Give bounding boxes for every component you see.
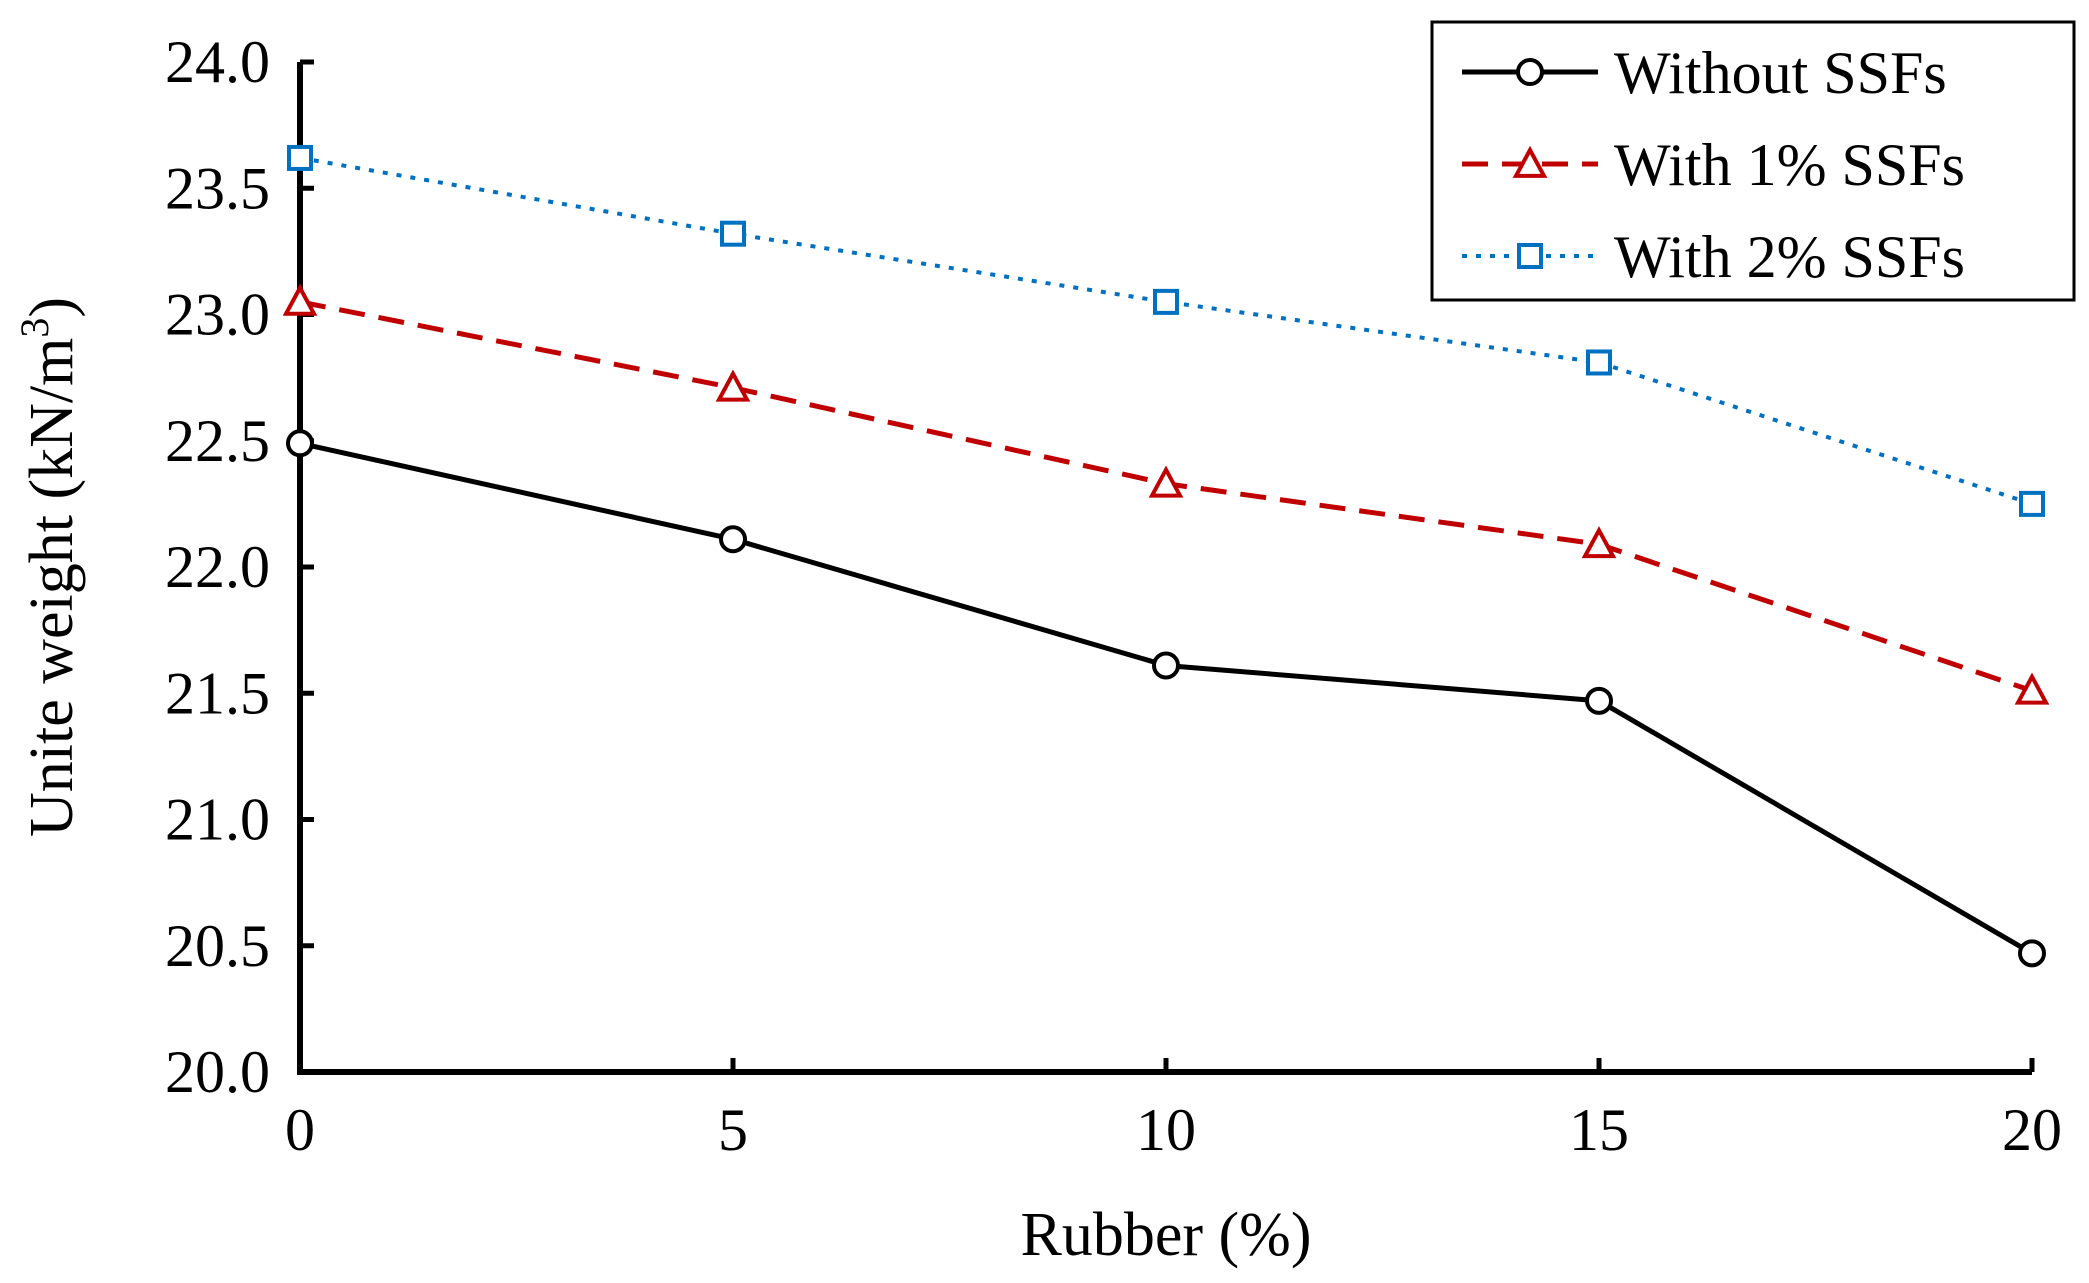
y-tick-label: 20.5 (165, 913, 270, 979)
legend-marker (1512, 145, 1548, 178)
series-3 (287, 144, 2045, 517)
data-point (287, 144, 313, 171)
legend-label: With 1% SSFs (1614, 132, 1965, 198)
data-point (1153, 288, 1179, 315)
x-axis-title: Rubber (%) (1021, 1201, 1312, 1269)
legend-entry: Without SSFs (1462, 40, 1947, 106)
legend-label: Without SSFs (1614, 40, 1947, 106)
y-tick-label: 23.0 (165, 282, 270, 348)
y-axis-title: Unite weight (kN/m3) (12, 297, 86, 837)
data-point (282, 283, 318, 316)
y-tick-label: 21.5 (165, 660, 270, 726)
legend-entry: With 1% SSFs (1462, 132, 1965, 198)
data-point (286, 429, 314, 458)
x-tick-label: 5 (718, 1097, 748, 1163)
legend-marker (1516, 58, 1544, 86)
x-tick-group: 0 5 10 15 20 (285, 1058, 2062, 1163)
series-1 (286, 429, 2046, 968)
series-line (299, 440, 2034, 956)
legend-label: With 2% SSFs (1614, 224, 1965, 290)
x-tick-label: 15 (1569, 1097, 1629, 1163)
y-axis-title-main: Unite weight (kN/m (18, 338, 86, 837)
data-point (1581, 526, 1617, 559)
y-tick-label: 23.5 (165, 155, 270, 221)
x-tick-label: 10 (1136, 1097, 1196, 1163)
data-point (2019, 490, 2045, 517)
data-point (1585, 686, 1613, 715)
data-point (715, 369, 751, 402)
y-tick-label: 21.0 (165, 787, 270, 853)
y-tick-label: 20.0 (165, 1039, 270, 1105)
series-group (282, 144, 2050, 968)
y-tick-label: 22.5 (165, 408, 270, 474)
legend: Without SSFs With 1% SSFs With 2% SSFs (1430, 20, 2076, 302)
data-point (2018, 939, 2046, 968)
y-tick-label: 22.0 (165, 534, 270, 600)
y-axis-title-superscript: 3 (12, 318, 57, 338)
data-point (2014, 672, 2050, 705)
data-point (719, 525, 747, 554)
data-point (1152, 651, 1180, 680)
x-tick-label: 20 (2002, 1097, 2062, 1163)
series-2 (282, 283, 2050, 705)
data-point (1586, 349, 1612, 376)
y-axis-title-suffix: ) (18, 297, 86, 318)
legend-entry: With 2% SSFs (1462, 224, 1965, 290)
y-tick-label: 24.0 (165, 29, 270, 95)
legend-entries: Without SSFs With 1% SSFs With 2% SSFs (1462, 40, 1965, 290)
data-point (1148, 465, 1184, 498)
x-tick-label: 0 (285, 1097, 315, 1163)
legend-marker (1517, 243, 1543, 269)
y-tick-group: 20.0 20.5 21.0 21.5 22.0 22.5 23.0 23.5 24.0 (165, 29, 314, 1105)
data-point (720, 220, 746, 247)
